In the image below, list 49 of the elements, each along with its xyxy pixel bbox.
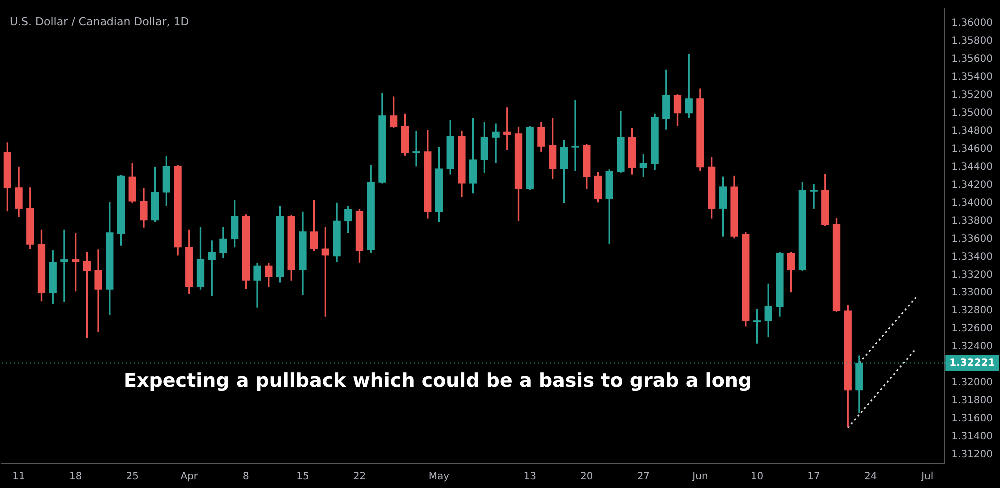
y-tick-label: 1.34600: [952, 144, 994, 155]
x-tick-label: 18: [69, 472, 82, 483]
candlestick: [412, 130, 420, 167]
x-tick-label: 22: [353, 472, 366, 483]
y-tick-label: 1.33800: [952, 216, 994, 227]
y-tick-label: 1.35400: [952, 72, 994, 83]
x-tick-label: 24: [864, 472, 878, 483]
candlestick: [572, 100, 580, 172]
x-tick-label: 10: [750, 472, 764, 483]
y-tick-label: 1.36000: [952, 18, 994, 29]
y-tick-label: 1.35200: [952, 90, 994, 101]
y-tick-label: 1.31200: [952, 450, 994, 461]
y-tick-label: 1.32400: [952, 342, 994, 353]
y-tick-label: 1.33600: [952, 234, 994, 245]
candlestick: [94, 250, 102, 332]
x-tick-label: 13: [524, 472, 536, 483]
x-tick-label: 15: [296, 472, 310, 483]
y-tick-label: 1.32600: [952, 324, 994, 335]
y-tick-label: 1.31600: [952, 414, 994, 425]
x-tick-label: 25: [126, 472, 139, 483]
y-tick-label: 1.34200: [952, 180, 994, 191]
text: U.S. Dollar / Canadian Dollar, 1D: [10, 15, 190, 28]
x-tick-label: 20: [580, 472, 594, 483]
y-tick-label: 1.32800: [952, 306, 994, 317]
x-tick-label: 27: [637, 472, 650, 483]
y-tick-label: 1.34400: [952, 162, 994, 173]
x-tick-label: 8: [242, 472, 250, 483]
y-tick-label: 1.35800: [952, 36, 994, 47]
y-tick-label: 1.32000: [952, 378, 994, 389]
y-tick-label: 1.34800: [952, 126, 994, 137]
x-tick-label: Apr: [180, 472, 199, 483]
y-tick-label: 1.35000: [952, 108, 994, 119]
candlestick: [810, 184, 818, 209]
candlestick: [60, 230, 68, 302]
y-tick-label: 1.34000: [952, 198, 994, 209]
y-tick-label: 1.31800: [952, 396, 994, 407]
x-tick-label: 11: [12, 472, 26, 483]
x-tick-label: May: [428, 472, 450, 483]
ref-line-label: 1.32221: [950, 358, 996, 369]
annotation: Expecting a pullback which could be a basis to grab a long: [124, 370, 752, 392]
y-tick-label: 1.31400: [952, 432, 994, 443]
y-tick-label: 1.33400: [952, 252, 994, 263]
y-tick-label: 1.33200: [952, 270, 994, 281]
y-tick-label: 1.35600: [952, 54, 994, 65]
x-tick-label: 17: [808, 472, 820, 483]
x-tick-label: Jul: [920, 472, 934, 483]
candlestick: [492, 124, 500, 164]
y-tick-label: 1.33000: [952, 288, 994, 299]
x-tick-label: Jun: [692, 472, 708, 483]
